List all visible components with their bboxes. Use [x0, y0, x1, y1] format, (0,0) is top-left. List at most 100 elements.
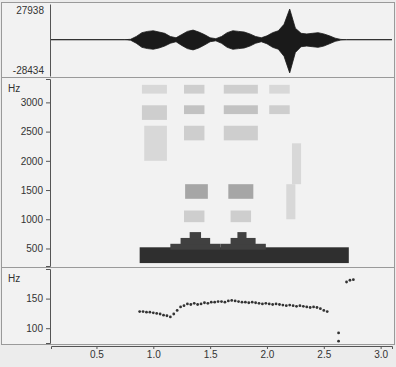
tick-label: 100	[26, 323, 43, 334]
axis-line	[46, 80, 51, 267]
pitch-point	[166, 314, 169, 317]
spectrogram-cell	[185, 184, 208, 199]
waveform	[51, 9, 392, 73]
tick: 500	[26, 243, 50, 254]
axis-line	[50, 5, 51, 77]
plot-area	[51, 9, 392, 73]
plot-area	[140, 85, 349, 263]
axis-line	[46, 270, 51, 344]
pitch-point	[169, 316, 172, 319]
pitch-point	[258, 302, 261, 305]
figure: 27938-2843450010001500200025003000Hz1001…	[0, 0, 396, 367]
pitch-point	[210, 301, 213, 304]
tick: 1.5	[204, 346, 218, 360]
pitch-point	[319, 307, 322, 310]
spectrogram-cell	[140, 247, 349, 263]
pitch-point	[193, 302, 196, 305]
tick-mark	[46, 219, 50, 220]
pitch-point	[145, 311, 148, 314]
pitch-point	[189, 303, 192, 306]
pitch-point	[285, 304, 288, 307]
y-axis: 100 150	[26, 270, 50, 344]
spectrogram-cell	[190, 232, 201, 239]
tick: 3.0	[374, 346, 388, 360]
spectrogram-cell	[142, 105, 167, 120]
spectrogram-cell	[184, 85, 204, 94]
spectrogram-cell	[237, 232, 246, 239]
tick: 3000	[21, 97, 50, 108]
pitch-point	[275, 303, 278, 306]
tick: 2000	[21, 156, 50, 167]
pitch-point	[254, 301, 257, 304]
spectrogram-cell	[184, 105, 204, 114]
pitch-point	[281, 304, 284, 307]
pitch-point	[138, 310, 141, 313]
tick: -28434	[13, 65, 50, 77]
tick-label: 3.0	[374, 349, 388, 360]
pitch-point	[309, 306, 312, 309]
pitch-point	[162, 314, 165, 317]
pitch-point	[241, 301, 244, 304]
tick: 2.5	[317, 346, 331, 360]
spectrogram-cell	[292, 143, 301, 184]
axis-unit: Hz	[8, 83, 20, 94]
pitch-point	[196, 303, 199, 306]
pitch-point	[292, 304, 295, 307]
pitch-point	[186, 303, 189, 306]
pitch-point	[179, 305, 182, 308]
tick-mark	[46, 299, 50, 300]
tick-label: 1500	[21, 185, 44, 196]
spectrogram-cell	[269, 85, 289, 94]
tick-mark	[46, 248, 50, 249]
tick: 150	[26, 293, 50, 304]
pitch-point	[213, 301, 216, 304]
pitch-point	[217, 300, 220, 303]
spectrogram-cell	[144, 126, 167, 161]
tick-label: 2000	[21, 156, 44, 167]
tick-label: 1.0	[147, 349, 161, 360]
tick-label: 0.5	[90, 349, 104, 360]
spectrogram-cell	[228, 184, 253, 199]
pitch-point	[234, 300, 237, 303]
y-axis: 27938 -28434	[13, 5, 51, 77]
spectrogram-cell	[142, 85, 167, 94]
tick-label: 150	[26, 293, 43, 304]
pitch-point	[183, 304, 186, 307]
pitch-point	[312, 305, 315, 308]
pitch-point	[148, 311, 151, 314]
pitch-point	[264, 302, 267, 305]
spectrogram-cell	[184, 210, 204, 222]
pitch-point	[142, 310, 145, 313]
pitch-point	[220, 300, 223, 303]
pitch-point	[237, 300, 240, 303]
pitch-point	[302, 305, 305, 308]
pitch-point	[268, 303, 271, 306]
pitch-point	[224, 301, 227, 304]
tick: 1.0	[147, 346, 161, 360]
spectrogram-cell	[224, 85, 258, 94]
tick-label: 1.5	[204, 349, 218, 360]
x-axis: 0.5 1.0 1.5 2.0 2.5 3.0	[52, 346, 393, 360]
tick-label: -28434	[13, 65, 45, 76]
pitch-point	[337, 332, 340, 335]
pitch-point	[159, 313, 162, 316]
tick: 27938	[16, 5, 50, 17]
tick-label: 1000	[21, 214, 44, 225]
pitch-point	[352, 278, 355, 281]
spectrogram-cell	[184, 126, 204, 141]
tick: 1000	[21, 214, 50, 225]
pitch-point	[172, 313, 175, 316]
tick: 100	[26, 323, 50, 334]
spectrogram-cell	[224, 105, 258, 114]
tick-mark	[46, 132, 50, 133]
tick: 2.0	[261, 346, 275, 360]
pitch-point	[261, 303, 264, 306]
pitch-point	[247, 301, 250, 304]
tick-mark	[46, 190, 50, 191]
pitch-point	[345, 281, 348, 284]
panel-frame	[2, 268, 395, 345]
pitch-point	[305, 305, 308, 308]
pitch-point	[337, 340, 340, 343]
plot-area	[138, 278, 354, 342]
tick-label: 2500	[21, 126, 44, 137]
